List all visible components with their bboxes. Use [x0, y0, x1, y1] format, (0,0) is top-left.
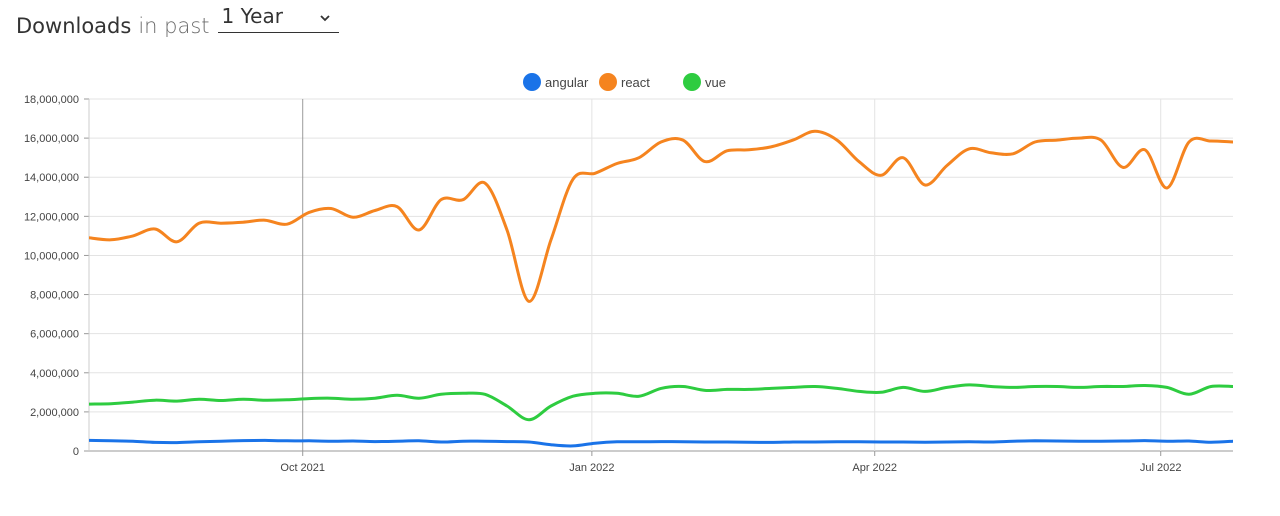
chart-series — [89, 129, 1233, 448]
y-tick-label: 6,000,000 — [30, 329, 79, 341]
downloads-chart: 0 2,000,000 4,000,000 6,000,000 8,000,000 10,… — [24, 73, 1233, 474]
y-tick-label: 8,000,000 — [30, 290, 79, 302]
y-tick-label: 14,000,000 — [24, 172, 79, 184]
y-tick-label: 10,000,000 — [24, 250, 79, 262]
legend-label-angular: angular — [545, 75, 589, 90]
legend-label-vue: vue — [705, 75, 726, 90]
y-tick-label: 2,000,000 — [30, 407, 79, 419]
y-tick-label: 0 — [73, 446, 79, 458]
legend-swatch-react — [599, 73, 617, 91]
legend-label-react: react — [621, 75, 650, 90]
period-select-value: 1 Year — [221, 4, 283, 28]
y-tick-label: 4,000,000 — [30, 368, 79, 380]
chevron-down-icon — [319, 15, 330, 22]
legend-swatch-vue — [683, 73, 701, 91]
x-tick-label: Oct 2021 — [280, 462, 325, 474]
y-tick-label: 18,000,000 — [24, 94, 79, 106]
x-tick-label: Jul 2022 — [1140, 462, 1182, 474]
chart-grid — [89, 98, 1233, 452]
chart-axes: 0 2,000,000 4,000,000 6,000,000 8,000,000 10,… — [24, 94, 1182, 474]
y-tick-label: 12,000,000 — [24, 211, 79, 223]
downloads-header: Downloads in past 1 Year — [16, 4, 339, 38]
period-connector-text: in past — [138, 14, 210, 38]
series-line-vue — [89, 383, 1233, 422]
downloads-title: Downloads — [16, 14, 132, 38]
y-tick-label: 16,000,000 — [24, 133, 79, 145]
legend-swatch-angular — [523, 73, 541, 91]
series-line-react — [89, 129, 1233, 303]
period-select[interactable]: 1 Year — [217, 4, 339, 33]
x-tick-label: Jan 2022 — [569, 462, 614, 474]
series-line-angular — [89, 438, 1233, 448]
chart-legend: angular react vue — [523, 73, 726, 91]
x-tick-label: Apr 2022 — [852, 462, 897, 474]
